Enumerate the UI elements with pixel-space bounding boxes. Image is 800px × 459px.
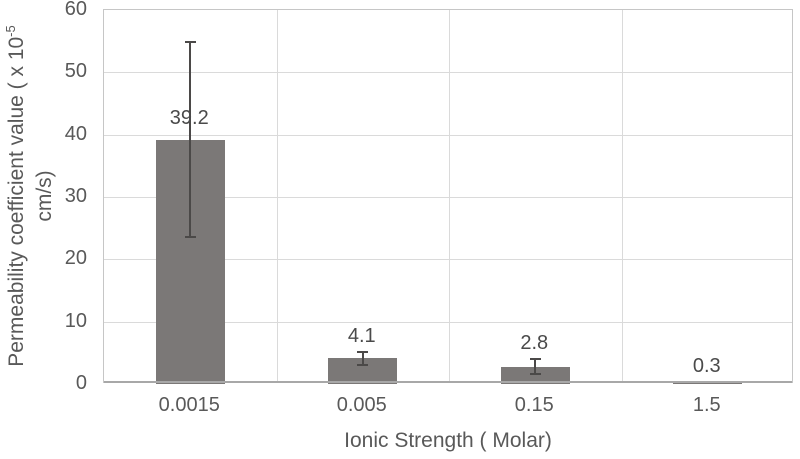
y-tick-label: 30 (64, 185, 87, 207)
y-tick-label: 20 (64, 247, 87, 270)
bar-data-label: 39.2 (169, 106, 209, 129)
bar-data-label: 4.1 (347, 324, 376, 347)
error-bar-cap-top (184, 41, 196, 44)
y-tick-label: 60 (64, 0, 87, 20)
x-axis-title: Ionic Strength ( Molar) (344, 429, 552, 452)
x-axis-line (104, 381, 792, 383)
h-gridline (104, 72, 792, 74)
y-tick-label: 0 (75, 372, 87, 394)
h-gridline (104, 259, 792, 261)
y-axis-title-line2: cm/s) (33, 170, 56, 222)
error-bar-line (534, 358, 537, 375)
h-gridline (104, 134, 792, 136)
v-gridline (277, 10, 278, 382)
plot-area (103, 9, 793, 385)
y-tick-label: 10 (64, 309, 87, 332)
bar (501, 366, 570, 384)
error-bar-line (361, 350, 364, 366)
error-bar-cap-top (529, 358, 541, 361)
x-tick-label: 1.5 (692, 394, 721, 416)
y-axis-title-line1: Permeability coefficient value ( x 10 (5, 36, 28, 367)
error-bar-cap-bottom (184, 236, 196, 239)
y-tick-label: 40 (64, 122, 87, 145)
y-axis-title-superscript: -5 (3, 25, 18, 37)
bar-data-label: 0.3 (692, 354, 721, 377)
bar-data-label: 2.8 (520, 332, 549, 355)
x-tick-label: 0.005 (336, 394, 387, 416)
v-gridline (622, 10, 623, 382)
v-gridline (449, 10, 450, 382)
error-bar-line (189, 41, 192, 239)
h-gridline (104, 197, 792, 198)
error-bar-cap-bottom (357, 363, 369, 366)
h-gridline (104, 321, 792, 323)
x-tick-label: 0.0015 (158, 394, 220, 416)
y-tick-label: 50 (64, 60, 87, 83)
x-tick-label: 0.15 (514, 394, 554, 416)
error-bar-cap-bottom (529, 372, 541, 375)
y-axis-title: Permeability coefficient value ( x 10-5 c… (3, 0, 59, 396)
error-bar-cap-top (357, 350, 369, 353)
